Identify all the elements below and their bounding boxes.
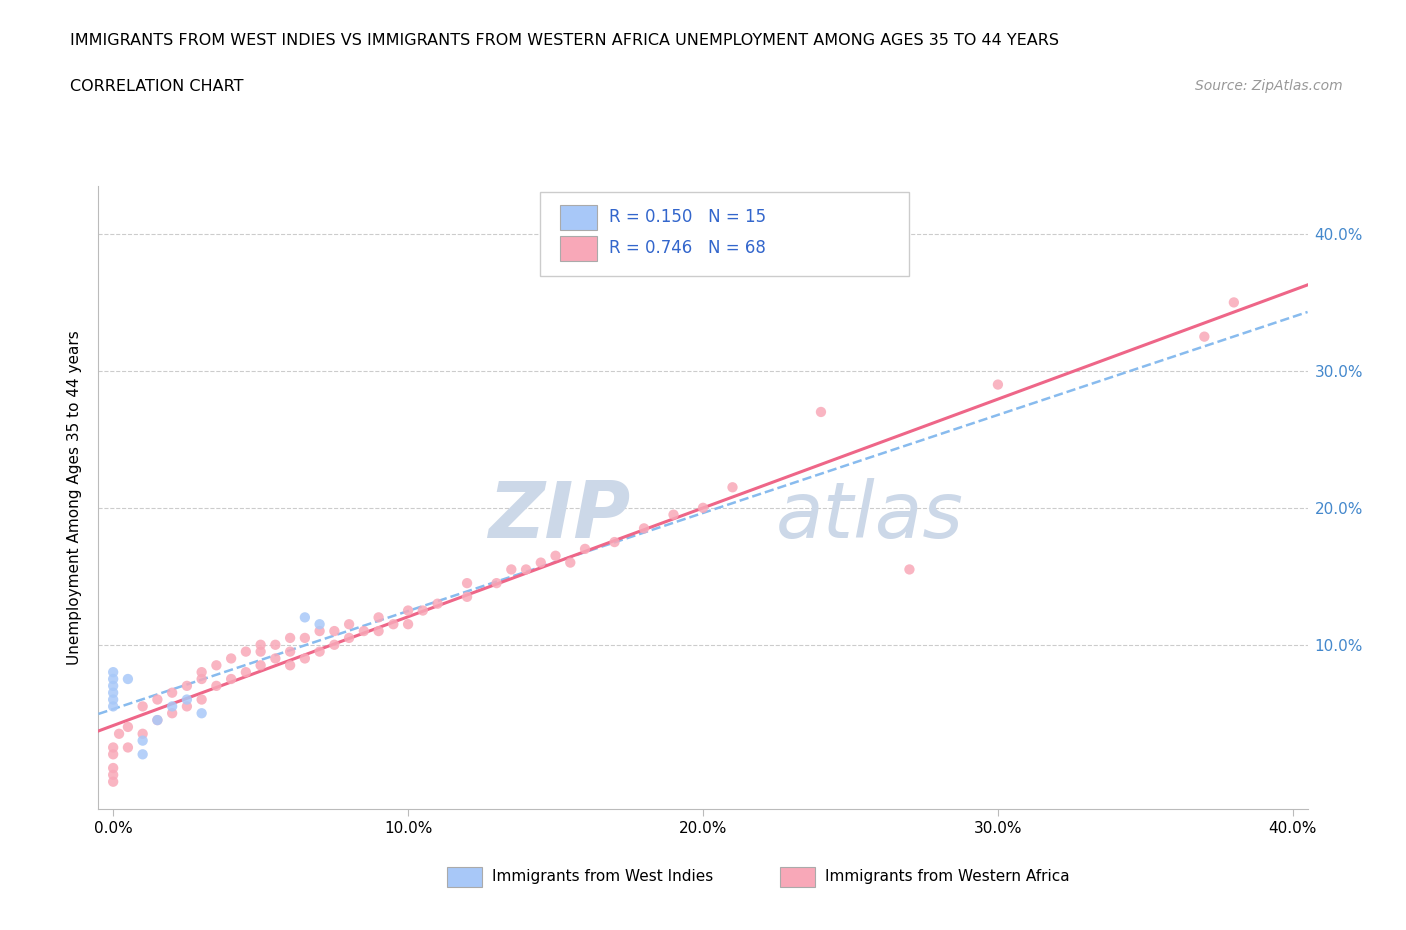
Point [515, 562, 537, 577]
Point [190, 692, 212, 707]
Text: Source: ZipAtlas.com: Source: ZipAtlas.com [1195, 79, 1343, 93]
Point [426, 596, 449, 611]
Point [101, 699, 124, 714]
Point [101, 671, 124, 686]
Point [544, 549, 567, 564]
Point [412, 603, 434, 618]
Point [323, 637, 346, 652]
Point [131, 726, 153, 741]
Bar [780, 867, 815, 887]
Point [633, 521, 655, 536]
Point [662, 507, 685, 522]
Point [898, 562, 921, 577]
Point [721, 480, 744, 495]
Point [249, 658, 271, 672]
Point [101, 740, 124, 755]
Point [501, 562, 523, 577]
Point [219, 671, 242, 686]
Point [131, 699, 153, 714]
Text: CORRELATION CHART: CORRELATION CHART [70, 79, 243, 94]
Point [101, 767, 124, 782]
Point [117, 671, 139, 686]
Point [235, 665, 257, 680]
Point [190, 665, 212, 680]
Point [205, 658, 228, 672]
Point [574, 541, 596, 556]
Point [294, 631, 316, 645]
Point [530, 555, 553, 570]
Text: Immigrants from West Indies: Immigrants from West Indies [492, 870, 713, 884]
Point [190, 671, 212, 686]
Point [337, 631, 360, 645]
Point [176, 678, 198, 693]
Point [456, 590, 478, 604]
FancyBboxPatch shape [540, 193, 908, 276]
Point [101, 761, 124, 776]
Point [278, 631, 301, 645]
Point [456, 576, 478, 591]
Point [131, 733, 153, 748]
Point [323, 624, 346, 639]
Point [117, 740, 139, 755]
Point [101, 775, 124, 790]
Bar [561, 205, 596, 230]
Point [810, 405, 832, 419]
Point [308, 644, 330, 659]
Text: R = 0.150   N = 15: R = 0.150 N = 15 [609, 208, 766, 226]
Point [353, 624, 375, 639]
Text: Immigrants from Western Africa: Immigrants from Western Africa [825, 870, 1070, 884]
Point [117, 720, 139, 735]
Point [367, 624, 389, 639]
Point [176, 699, 198, 714]
Point [987, 378, 1010, 392]
Point [382, 617, 405, 631]
Point [1194, 329, 1216, 344]
Point [692, 500, 714, 515]
Point [294, 610, 316, 625]
Point [249, 644, 271, 659]
Point [249, 637, 271, 652]
Point [1223, 295, 1246, 310]
Point [308, 617, 330, 631]
Point [108, 726, 131, 741]
Point [396, 603, 419, 618]
Bar [561, 236, 596, 260]
Point [294, 651, 316, 666]
Point [101, 747, 124, 762]
Point [337, 617, 360, 631]
Point [264, 637, 287, 652]
Point [160, 699, 183, 714]
Y-axis label: Unemployment Among Ages 35 to 44 years: Unemployment Among Ages 35 to 44 years [67, 330, 83, 665]
Point [160, 706, 183, 721]
Point [131, 747, 153, 762]
Point [396, 617, 419, 631]
Point [485, 576, 508, 591]
Point [101, 678, 124, 693]
Point [160, 685, 183, 700]
Point [101, 665, 124, 680]
Text: atlas: atlas [776, 478, 963, 554]
Point [278, 644, 301, 659]
Point [146, 692, 169, 707]
Text: ZIP: ZIP [488, 478, 630, 554]
Point [205, 678, 228, 693]
Point [603, 535, 626, 550]
Point [560, 555, 582, 570]
Point [176, 692, 198, 707]
Point [190, 706, 212, 721]
Point [101, 692, 124, 707]
Text: IMMIGRANTS FROM WEST INDIES VS IMMIGRANTS FROM WESTERN AFRICA UNEMPLOYMENT AMONG: IMMIGRANTS FROM WEST INDIES VS IMMIGRANT… [70, 33, 1059, 47]
Point [146, 712, 169, 727]
Point [278, 658, 301, 672]
Point [264, 651, 287, 666]
Point [101, 685, 124, 700]
Point [308, 624, 330, 639]
Point [146, 712, 169, 727]
Bar [447, 867, 482, 887]
Point [367, 610, 389, 625]
Point [219, 651, 242, 666]
Text: R = 0.746   N = 68: R = 0.746 N = 68 [609, 239, 765, 258]
Point [235, 644, 257, 659]
